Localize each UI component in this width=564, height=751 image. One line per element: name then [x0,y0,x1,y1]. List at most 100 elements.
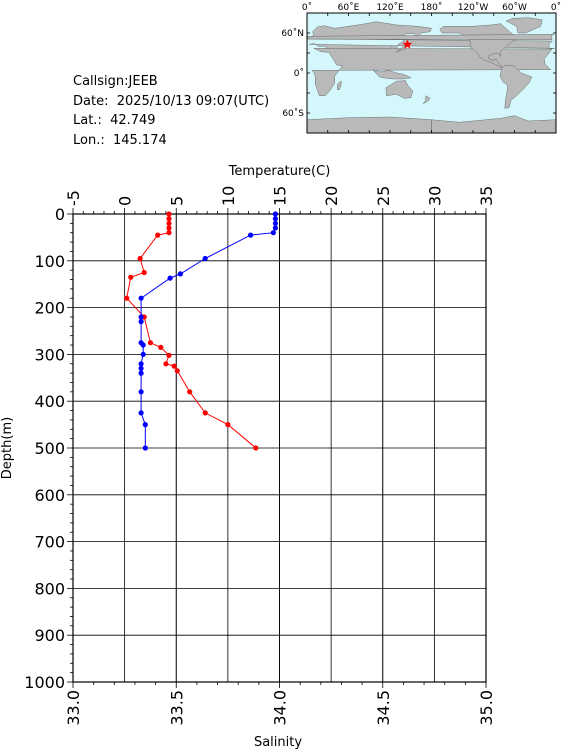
map-land-greenland [505,17,543,34]
salinity-point [270,230,276,236]
temperature-tick-label: 15 [271,186,290,206]
temperature-tick-label: -5 [64,190,83,206]
salinity-point [248,232,254,238]
depth-tick-label: 200 [34,299,65,318]
salinity-point [138,370,144,376]
temperature-point [166,230,172,236]
salinity-point [272,225,278,231]
salinity-point [138,389,144,395]
salinity-tick-label: 33.0 [64,690,83,726]
temperature-tick-label: 25 [374,186,393,206]
map-lon-label: 0˚ [302,2,312,13]
depth-tick-label: 100 [34,252,65,271]
salinity-point [272,216,278,222]
callsign-text: Callsign:JEEB [73,74,158,89]
temperature-point [225,422,231,428]
depth-tick-label: 800 [34,579,65,598]
depth-tick-label: 400 [34,392,65,411]
salinity-point [140,342,146,348]
temperature-tick-label: 0 [116,196,135,206]
depth-tick-label: 900 [34,626,65,645]
map-lat-label: 0˚ [294,68,304,79]
temperature-point [174,368,180,374]
salinity-point [177,271,183,277]
temperature-point [124,295,130,301]
map-lon-label: 180˚ [421,2,443,13]
temperature-line [126,214,257,449]
map-lon-label: 60˚E [338,2,360,13]
depth-tick-label: 0 [55,205,65,224]
salinity-point [138,295,144,301]
temperature-point [253,445,259,451]
salinity-point [272,211,278,217]
temperature-tick-label: 5 [167,196,186,206]
salinity-tick-label: 34.5 [374,690,393,726]
depth-tick-label: 500 [34,439,65,458]
salinity-point [138,314,144,320]
temperature-tick-label: 35 [477,186,496,206]
map-land-south-america [499,65,533,109]
salinity-point [142,445,148,451]
temperature-point [166,211,172,217]
salinity-tick-label: 35.0 [477,690,496,726]
world-map: 0˚ 60˚E 120˚E 180˚ 120˚W 60˚W 0˚ 60˚N 0˚ 60˚S [281,2,561,134]
latitude-text: Lat.: 42.749 [73,113,156,128]
depth-tick-label: 300 [34,345,65,364]
temperature-point [187,389,193,395]
temperature-point [171,363,177,369]
salinity-series [138,211,278,451]
map-land-madagascar [337,80,342,90]
temperature-point [166,216,172,222]
temperature-tick-label: 20 [322,186,341,206]
temperature-series [124,211,259,451]
temperature-point [163,361,169,367]
salinity-point [138,319,144,325]
temperature-point [147,340,153,346]
temperature-tick-label: 30 [425,186,444,206]
depth-tick-label: 600 [34,486,65,505]
temperature-tick-label: 10 [219,186,238,206]
temperature-point [128,274,134,280]
map-land-indonesia [372,69,412,80]
longitude-text: Lon.: 145.174 [73,132,167,148]
salinity-axis-title: Salinity [254,735,302,750]
salinity-point [138,365,144,371]
map-landmasses [307,17,556,133]
salinity-point [140,351,146,357]
temperature-point [166,352,172,358]
map-lon-label: 60˚W [502,2,527,13]
salinity-point [167,275,173,281]
date-text: Date: 2025/10/13 09:07(UTC) [73,93,270,109]
temperature-point [202,410,208,416]
temperature-point [166,220,172,226]
depth-tick-label: 700 [34,533,65,552]
map-land-antarctica-west [431,115,556,133]
salinity-line [140,214,276,448]
map-land-australia [385,80,414,99]
salinity-point [202,255,208,262]
temperature-point [137,255,143,262]
map-land-britain [307,34,554,40]
depth-tick-label: 1000 [24,673,65,692]
temperature-point [155,232,161,238]
temperature-point [166,225,172,231]
map-lat-label: 60˚S [282,108,304,119]
chart-series [124,211,278,451]
temperature-point [141,269,147,276]
salinity-point [138,410,144,416]
map-labels: 0˚ 60˚E 120˚E 180˚ 120˚W 60˚W 0˚ 60˚N 0˚ 60˚S [281,2,561,119]
temperature-point [158,344,164,350]
salinity-point [138,361,144,367]
map-land-new-zealand [423,95,431,104]
map-lon-label: 120˚W [458,2,489,13]
salinity-point [272,220,278,226]
map-ticks [306,12,557,134]
map-lon-label: 120˚E [376,2,404,13]
map-lon-label: 0˚ [551,2,561,13]
temperature-axis-title: Temperature(C) [228,164,331,179]
salinity-tick-label: 33.5 [167,690,186,726]
station-marker [402,39,413,49]
salinity-tick-label: 34.0 [271,690,290,726]
